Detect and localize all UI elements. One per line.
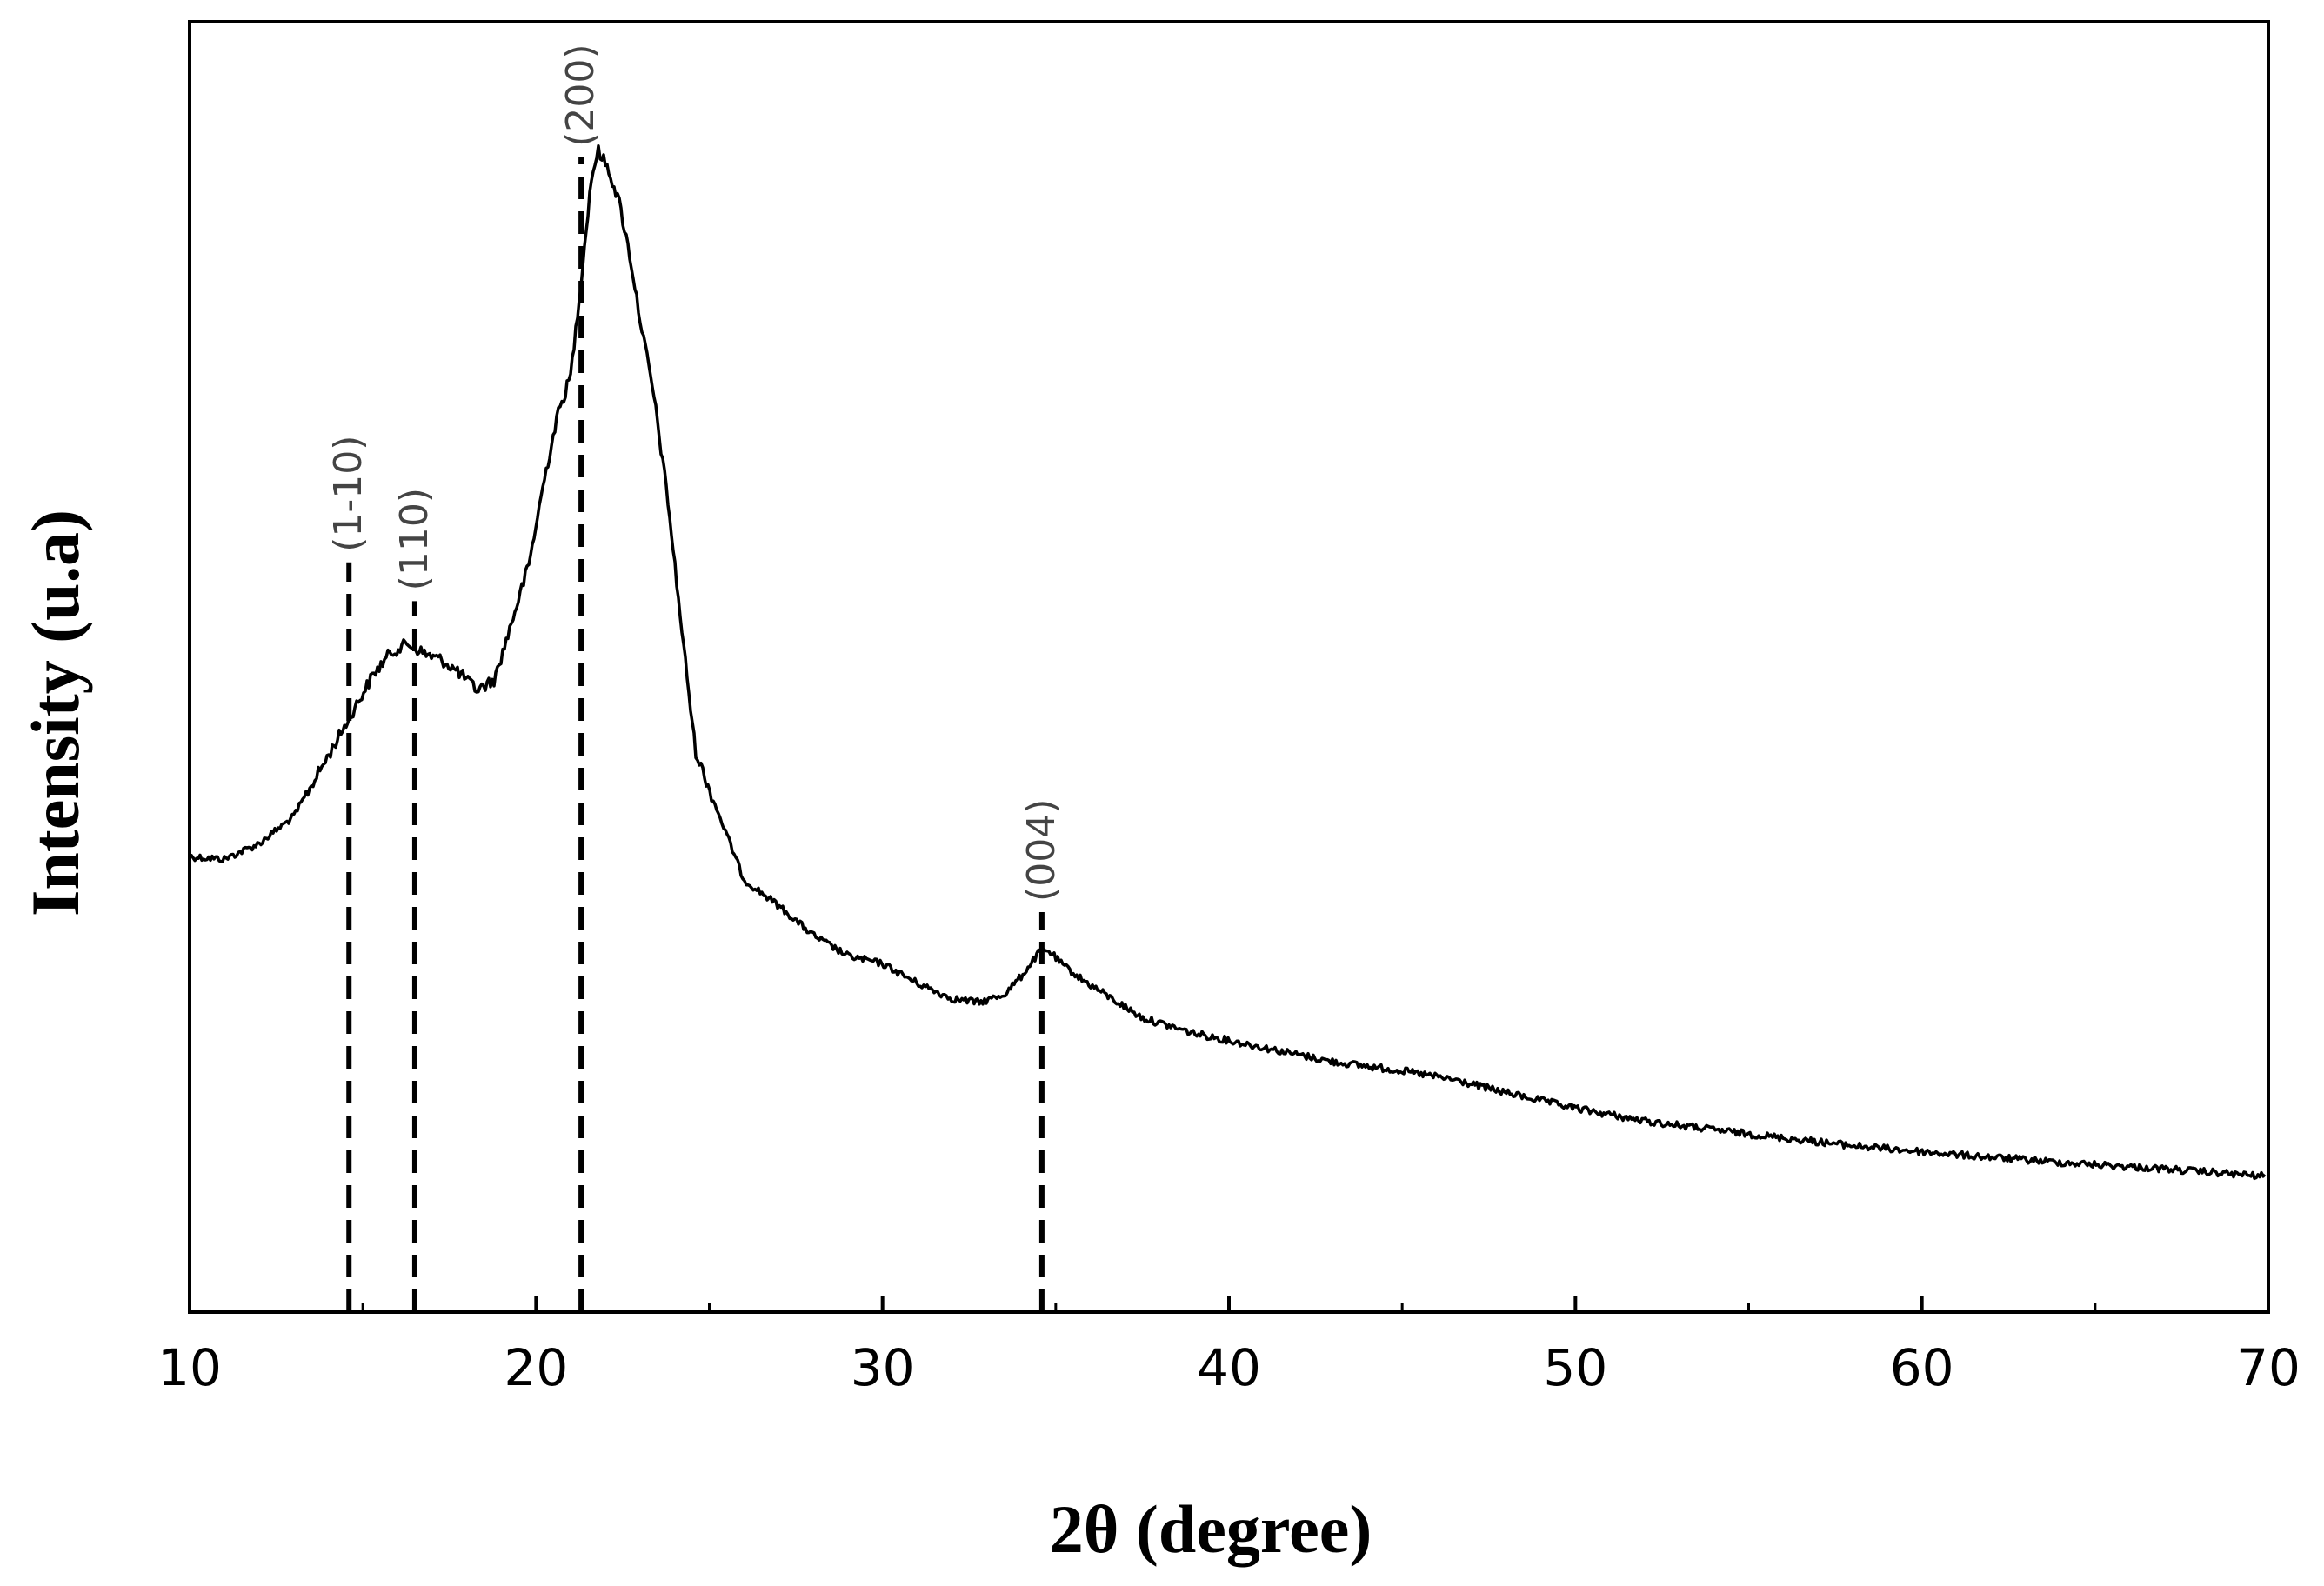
peak-label-1: (110) xyxy=(392,488,437,590)
x-ticks: 10 20 30 40 50 60 70 xyxy=(157,1296,2301,1397)
peak-label-3: (004) xyxy=(1019,799,1064,902)
y-axis-title: Intensity (u.a) xyxy=(17,510,93,916)
plot-frame xyxy=(188,20,2270,1314)
x-tick-label-40: 40 xyxy=(1197,1338,1261,1397)
peak-label-2: (200) xyxy=(558,43,603,146)
x-tick-label-50: 50 xyxy=(1543,1338,1607,1397)
x-tick-label-10: 10 xyxy=(157,1338,222,1397)
x-tick-label-20: 20 xyxy=(504,1338,568,1397)
xrd-series-line xyxy=(188,143,2267,1181)
peak-label-0: (1-10) xyxy=(326,436,371,552)
x-tick-label-70: 70 xyxy=(2236,1338,2301,1397)
peak-reference-lines: (1-10) (110) (200) (004) xyxy=(326,43,1064,1312)
x-tick-label-30: 30 xyxy=(851,1338,915,1397)
series-layer xyxy=(188,143,2267,1181)
x-axis-title: 2θ (degree) xyxy=(1050,1491,1372,1567)
x-tick-label-60: 60 xyxy=(1890,1338,1954,1397)
